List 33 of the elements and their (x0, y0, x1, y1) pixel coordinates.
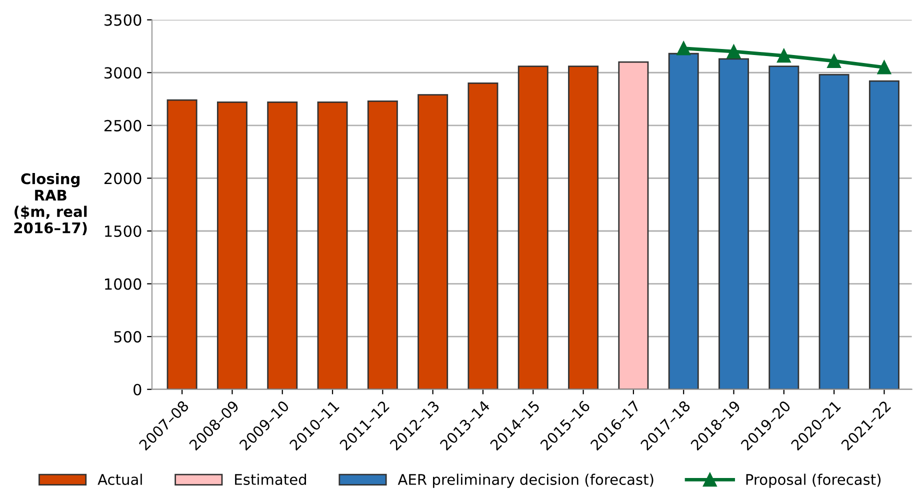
bar (267, 101, 298, 390)
bar (868, 80, 900, 390)
legend-label: Proposal (forecast) (746, 474, 881, 488)
bar (367, 100, 398, 390)
point (726, 44, 741, 58)
point (776, 48, 791, 63)
legend-label: AER preliminary decision (forecast) (398, 474, 654, 488)
y-tick-label: 2000 (104, 172, 142, 184)
bar (216, 101, 248, 390)
y-tick-label: 1500 (105, 225, 142, 238)
bar (668, 52, 699, 390)
bar (518, 66, 548, 390)
y-tick-label: 3000 (104, 67, 142, 79)
y-tick-label: 2500 (104, 120, 142, 132)
legend-label: Estimated (235, 474, 306, 486)
bar (166, 99, 198, 390)
bar (818, 74, 850, 390)
y-tick-label: 500 (114, 331, 142, 343)
bar (718, 58, 749, 390)
bar (468, 82, 498, 390)
y-tick-label: 0 (134, 384, 142, 396)
bar (317, 101, 348, 390)
bar (768, 66, 800, 390)
y-axis-title: Closing RAB ($m, real 2016–17) (14, 172, 87, 236)
bar (568, 66, 599, 390)
bar (418, 94, 448, 390)
legend-label: Actual (98, 474, 142, 486)
point (877, 60, 892, 74)
point (676, 41, 691, 56)
y-tick-label: 1000 (105, 278, 142, 290)
bar (618, 61, 649, 390)
y-tick-label: 3500 (104, 14, 142, 26)
point (827, 54, 841, 68)
